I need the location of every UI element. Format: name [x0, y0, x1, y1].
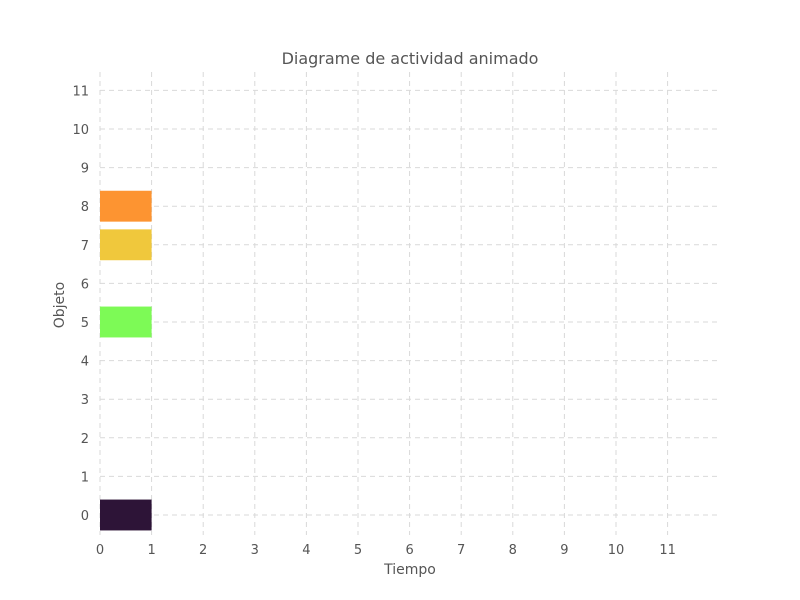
chart-title: Diagrame de actividad animado: [282, 49, 539, 68]
y-axis-ticks: 0 1 2 3 4 5 6 7 8 9 10 11: [72, 84, 89, 524]
x-tick-label: 0: [96, 543, 104, 558]
x-tick-label: 11: [659, 543, 676, 558]
y-tick-label: 2: [81, 432, 89, 447]
y-tick-label: 0: [81, 509, 89, 524]
grid: [99, 72, 720, 535]
activity-bar: [100, 499, 152, 531]
y-tick-label: 1: [81, 470, 89, 485]
y-tick-label: 3: [81, 393, 89, 408]
x-tick-label: 6: [405, 543, 413, 558]
x-tick-label: 1: [147, 543, 155, 558]
y-tick-label: 8: [81, 200, 89, 215]
x-tick-label: 3: [251, 543, 259, 558]
y-tick-label: 7: [81, 239, 89, 254]
y-tick-label: 4: [81, 355, 89, 370]
y-tick-label: 10: [72, 123, 89, 138]
y-tick-label: 6: [81, 277, 89, 292]
y-tick-label: 9: [81, 162, 89, 177]
x-tick-label: 9: [560, 543, 568, 558]
x-axis-label: Tiempo: [383, 562, 436, 578]
y-tick-label: 11: [72, 84, 89, 99]
x-axis-ticks: 0 1 2 3 4 5 6 7 8 9 10 11: [96, 543, 676, 558]
activity-bar: [100, 190, 152, 222]
x-tick-label: 7: [457, 543, 465, 558]
y-tick-label: 5: [81, 316, 89, 331]
bars: [100, 190, 152, 531]
x-tick-label: 10: [608, 543, 625, 558]
x-tick-label: 5: [354, 543, 362, 558]
activity-bar: [100, 306, 152, 338]
x-tick-label: 2: [199, 543, 207, 558]
x-tick-label: 8: [509, 543, 517, 558]
x-tick-label: 4: [302, 543, 310, 558]
activity-bar: [100, 229, 152, 261]
y-axis-label: Objeto: [52, 282, 68, 328]
